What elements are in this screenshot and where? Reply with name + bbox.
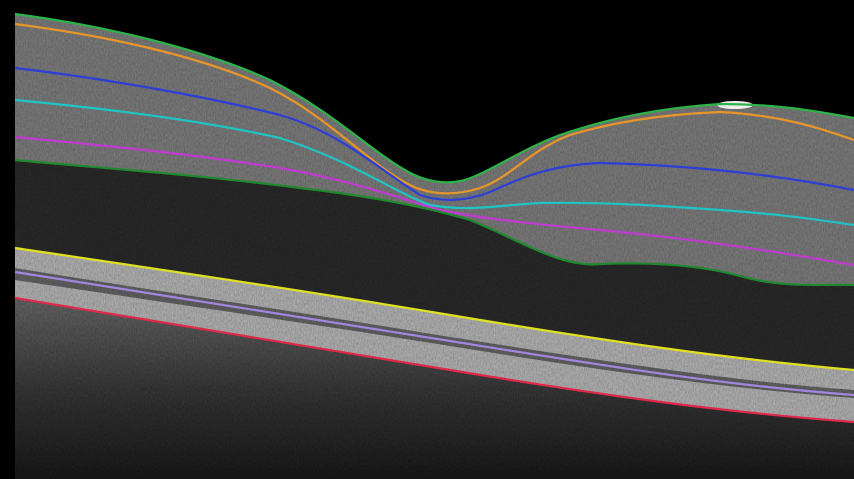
ilm-line bbox=[14, 12, 854, 184]
rnfl-line bbox=[14, 22, 854, 195]
rpe-line bbox=[14, 270, 854, 397]
bm-line bbox=[14, 296, 854, 424]
ipl-line bbox=[14, 98, 854, 227]
choroid bbox=[15, 298, 854, 479]
inl-line bbox=[14, 135, 854, 267]
outer-nuclear-layer bbox=[15, 160, 854, 370]
opl-line bbox=[14, 158, 854, 287]
inner-retina bbox=[15, 14, 854, 285]
ez-line bbox=[14, 246, 854, 372]
gcl-line bbox=[14, 66, 854, 202]
segmentation-lines bbox=[14, 12, 854, 424]
tissue bbox=[15, 14, 854, 479]
ez-gap bbox=[15, 268, 854, 398]
